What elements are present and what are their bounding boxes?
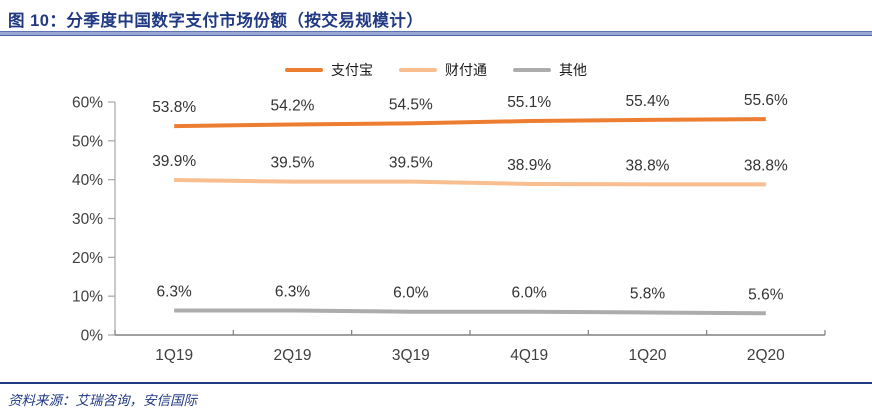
chart-canvas: 0% 10% 20% 30% 40% 50% 60% 1Q19 2Q19 3Q19 4Q19 1Q20…: [72, 92, 826, 364]
figure-title: 图 10：分季度中国数字支付市场份额（按交易规模计）: [8, 12, 424, 30]
legend-item-other: 其他: [513, 60, 587, 80]
data-label-tenpay-1Q19: 39.9%: [152, 153, 196, 170]
chart-legend: 支付宝 财付通 其他: [0, 60, 872, 80]
x-tick-label: 3Q19: [392, 347, 430, 364]
data-label-tenpay-2Q19: 39.5%: [271, 155, 315, 172]
legend-item-tenpay: 财付通: [399, 60, 487, 80]
title-underline-rule: [0, 31, 872, 36]
data-label-other-3Q19: 6.0%: [393, 285, 429, 302]
data-label-alipay-2Q20: 55.6%: [744, 92, 788, 109]
data-label-other-2Q19: 6.3%: [275, 284, 311, 301]
legend-label-alipay: 支付宝: [331, 62, 373, 78]
y-tick-label: 10%: [72, 289, 103, 306]
data-label-other-4Q19: 6.0%: [511, 285, 547, 302]
data-label-tenpay-1Q20: 38.8%: [626, 157, 670, 174]
data-label-alipay-1Q20: 55.4%: [626, 93, 670, 110]
data-label-other-1Q20: 5.8%: [630, 285, 666, 302]
legend-item-alipay: 支付宝: [285, 60, 373, 80]
data-label-alipay-4Q19: 55.1%: [507, 94, 551, 111]
legend-swatch-tenpay: [399, 68, 437, 72]
x-tick-label: 4Q19: [510, 347, 548, 364]
series-line-alipay: [174, 117, 766, 129]
data-label-other-1Q19: 6.3%: [156, 284, 192, 301]
legend-label-other: 其他: [559, 62, 587, 78]
x-tick-label: 2Q20: [747, 347, 785, 364]
y-tick-label: 50%: [72, 133, 103, 150]
footer-divider-rule: [0, 382, 872, 384]
y-tick-label: 30%: [72, 211, 103, 228]
source-note: 资料来源：艾瑞咨询，安信国际: [8, 393, 197, 408]
legend-label-tenpay: 财付通: [445, 62, 487, 78]
data-label-alipay-3Q19: 54.5%: [389, 96, 433, 113]
data-label-tenpay-2Q20: 38.8%: [744, 157, 788, 174]
data-label-tenpay-3Q19: 39.5%: [389, 155, 433, 172]
y-tick-label: 60%: [72, 95, 103, 112]
data-label-other-2Q20: 5.6%: [748, 286, 784, 303]
x-tick-label: 2Q19: [274, 347, 312, 364]
series-line-other: [174, 308, 766, 316]
x-tick-label: 1Q19: [155, 347, 193, 364]
y-tick-label: 40%: [72, 172, 103, 189]
legend-swatch-alipay: [285, 68, 323, 72]
y-tick-label: 20%: [72, 250, 103, 267]
data-label-alipay-1Q19: 53.8%: [152, 99, 196, 116]
y-tick-label: 0%: [81, 328, 104, 345]
legend-swatch-other: [513, 68, 551, 72]
data-label-alipay-2Q19: 54.2%: [271, 98, 315, 115]
series-line-tenpay: [174, 178, 766, 187]
data-label-tenpay-4Q19: 38.9%: [507, 157, 551, 174]
x-tick-label: 1Q20: [629, 347, 667, 364]
